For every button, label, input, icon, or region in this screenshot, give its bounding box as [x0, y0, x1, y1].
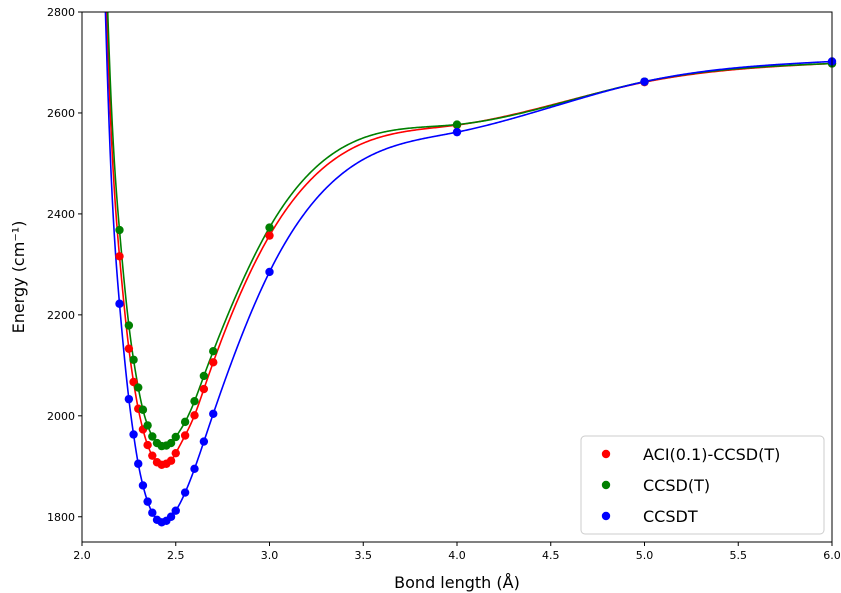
- data-point: [265, 267, 274, 277]
- y-tick-label: 2800: [47, 6, 75, 19]
- legend-marker: [601, 449, 611, 459]
- x-tick-label: 6.0: [823, 549, 841, 562]
- data-point: [265, 231, 274, 240]
- x-tick-label: 4.5: [542, 549, 560, 562]
- x-tick-label: 4.0: [448, 549, 466, 562]
- data-point: [452, 127, 462, 137]
- legend: ACI(0.1)-CCSD(T) CCSD(T) CCSDT: [580, 435, 825, 535]
- data-point: [180, 488, 190, 497]
- data-point: [199, 437, 209, 446]
- x-tick-label: 2.0: [73, 549, 91, 562]
- series-line-3: [104, 12, 832, 524]
- data-point: [166, 512, 176, 521]
- data-point: [171, 432, 180, 442]
- legend-label: CCSDT: [643, 507, 698, 526]
- data-point: [171, 448, 180, 458]
- data-point: [129, 377, 138, 387]
- data-point: [452, 120, 462, 129]
- data-point: [148, 508, 157, 517]
- data-point: [166, 456, 176, 465]
- legend-box: [580, 435, 825, 535]
- x-axis-ticks: 2.0 2.5 3.0 3.5 4.0 4.5 5.0 5.5 6.0: [73, 542, 841, 562]
- data-point: [190, 396, 199, 406]
- data-point: [180, 417, 190, 427]
- data-point: [199, 384, 209, 394]
- data-point: [124, 394, 134, 404]
- data-point: [190, 464, 199, 474]
- x-tick-label: 3.5: [355, 549, 373, 562]
- legend-label: CCSD(T): [643, 476, 710, 495]
- y-tick-label: 1800: [47, 511, 75, 524]
- x-tick-label: 3.0: [261, 549, 279, 562]
- legend-marker: [601, 511, 611, 521]
- x-tick-label: 5.0: [636, 549, 654, 562]
- data-point: [148, 432, 157, 441]
- data-point: [129, 430, 138, 439]
- data-point: [199, 371, 209, 381]
- data-point: [124, 321, 134, 330]
- data-point: [265, 223, 274, 232]
- data-point: [180, 431, 190, 440]
- data-point: [171, 506, 180, 515]
- x-tick-label: 2.5: [167, 549, 185, 562]
- data-point: [143, 497, 152, 506]
- data-point: [143, 421, 152, 430]
- data-point: [209, 409, 218, 418]
- y-axis-label: Energy (cm⁻¹): [9, 221, 28, 334]
- data-point: [209, 358, 218, 367]
- x-tick-label: 5.5: [730, 549, 748, 562]
- y-tick-label: 2200: [47, 309, 75, 322]
- data-point: [148, 451, 157, 460]
- y-tick-label: 2600: [47, 107, 75, 120]
- data-point: [134, 459, 143, 468]
- data-point: [209, 347, 218, 356]
- data-point: [115, 299, 124, 308]
- data-point: [138, 405, 148, 414]
- data-point: [129, 355, 138, 364]
- data-point: [166, 438, 176, 448]
- data-point: [115, 225, 124, 235]
- fitted-curves: [104, 12, 832, 524]
- data-point: [134, 383, 143, 392]
- data-point: [138, 481, 148, 490]
- data-points: [115, 57, 837, 527]
- legend-marker: [601, 480, 611, 490]
- data-point: [115, 252, 124, 261]
- y-tick-label: 2400: [47, 208, 75, 221]
- series-line-2: [106, 12, 832, 448]
- legend-label: ACI(0.1)-CCSD(T): [643, 445, 780, 464]
- data-point: [143, 440, 152, 450]
- x-axis-label: Bond length (Å): [394, 573, 520, 592]
- y-axis-ticks: 1800 2000 2200 2400 2600 2800: [47, 6, 82, 524]
- y-tick-label: 2000: [47, 410, 75, 423]
- data-point: [124, 344, 134, 353]
- data-point: [190, 411, 199, 420]
- data-point: [640, 77, 649, 86]
